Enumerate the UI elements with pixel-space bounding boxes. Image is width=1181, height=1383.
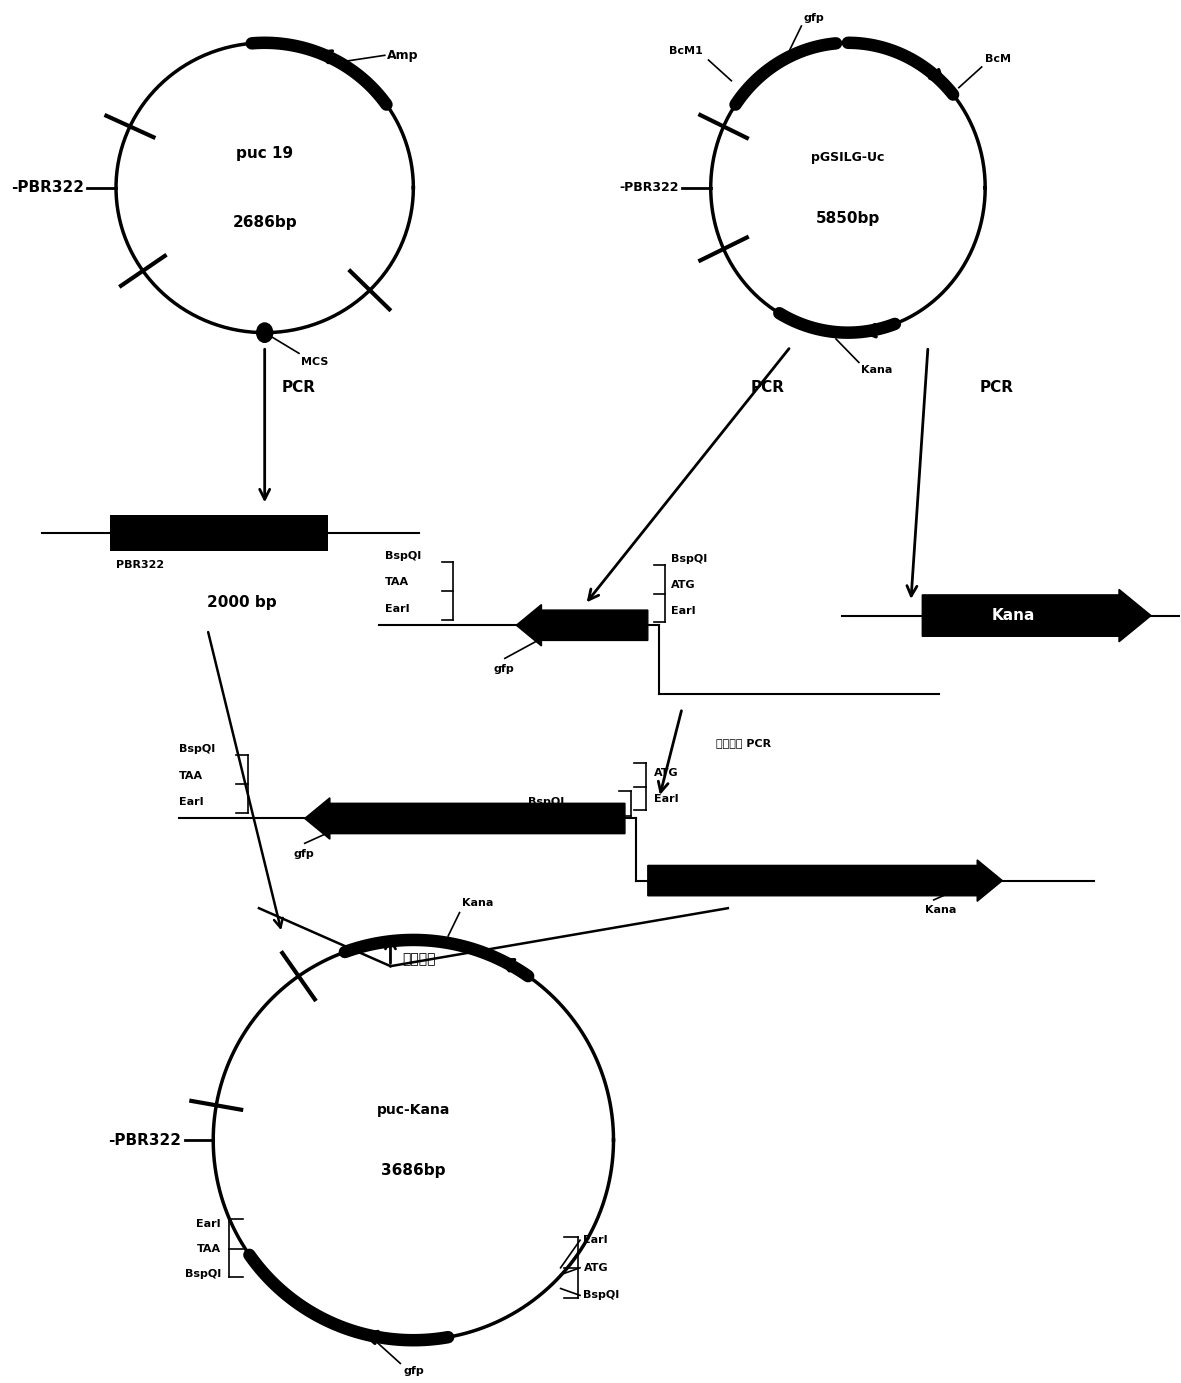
Text: gfp: gfp bbox=[494, 664, 514, 674]
Text: Amp: Amp bbox=[387, 48, 418, 62]
Text: TAA: TAA bbox=[178, 770, 203, 780]
Text: -PBR322: -PBR322 bbox=[619, 181, 679, 194]
Text: gfp: gfp bbox=[404, 1366, 424, 1376]
Text: BcM: BcM bbox=[985, 54, 1011, 64]
Text: PCR: PCR bbox=[979, 380, 1013, 396]
Text: PCR: PCR bbox=[751, 380, 785, 396]
Text: EarI: EarI bbox=[196, 1220, 221, 1229]
Text: Kana: Kana bbox=[992, 609, 1036, 624]
Text: 无缝克隆: 无缝克隆 bbox=[402, 952, 436, 967]
Text: ATG: ATG bbox=[671, 581, 696, 591]
Text: puc 19: puc 19 bbox=[236, 145, 293, 160]
Text: EarI: EarI bbox=[178, 797, 203, 806]
Text: BspQI: BspQI bbox=[184, 1270, 221, 1279]
Text: EarI: EarI bbox=[583, 1235, 608, 1245]
Text: EarI: EarI bbox=[671, 607, 696, 617]
Text: EarI: EarI bbox=[385, 604, 410, 614]
Text: PCR: PCR bbox=[282, 380, 315, 396]
Circle shape bbox=[256, 324, 273, 343]
Text: PBR322: PBR322 bbox=[116, 560, 164, 570]
Text: BspQI: BspQI bbox=[178, 744, 215, 755]
Text: BcM1: BcM1 bbox=[670, 46, 703, 55]
Text: ATG: ATG bbox=[583, 1263, 608, 1272]
FancyArrow shape bbox=[516, 604, 648, 646]
Text: EarI: EarI bbox=[653, 794, 678, 804]
Text: -PBR322: -PBR322 bbox=[11, 180, 84, 195]
Text: -PBR322: -PBR322 bbox=[109, 1133, 181, 1148]
Text: 5850bp: 5850bp bbox=[816, 210, 880, 225]
Text: BspQI: BspQI bbox=[385, 552, 420, 561]
Text: BspQI: BspQI bbox=[671, 555, 707, 564]
Text: 3686bp: 3686bp bbox=[381, 1163, 445, 1178]
Text: puc-Kana: puc-Kana bbox=[377, 1102, 450, 1116]
Text: Kana: Kana bbox=[462, 899, 494, 909]
Text: 2686bp: 2686bp bbox=[233, 214, 296, 230]
Text: TAA: TAA bbox=[385, 578, 409, 588]
Text: Kana: Kana bbox=[861, 365, 893, 375]
FancyArrow shape bbox=[922, 589, 1151, 642]
FancyArrow shape bbox=[648, 860, 1003, 902]
FancyArrow shape bbox=[305, 798, 625, 839]
Text: Kana: Kana bbox=[925, 906, 957, 916]
Text: MCS: MCS bbox=[301, 357, 328, 368]
Text: 过度延伸 PCR: 过度延伸 PCR bbox=[717, 737, 771, 748]
Text: gfp: gfp bbox=[293, 849, 314, 859]
Text: BspQI: BspQI bbox=[528, 797, 565, 806]
Bar bbox=[110, 514, 327, 550]
Text: BspQI: BspQI bbox=[583, 1290, 620, 1300]
Text: pGSILG-Uc: pGSILG-Uc bbox=[811, 151, 885, 163]
Text: gfp: gfp bbox=[804, 14, 824, 24]
Text: 2000 bp: 2000 bp bbox=[208, 595, 278, 610]
Text: ATG: ATG bbox=[653, 768, 678, 777]
Text: TAA: TAA bbox=[197, 1245, 221, 1254]
